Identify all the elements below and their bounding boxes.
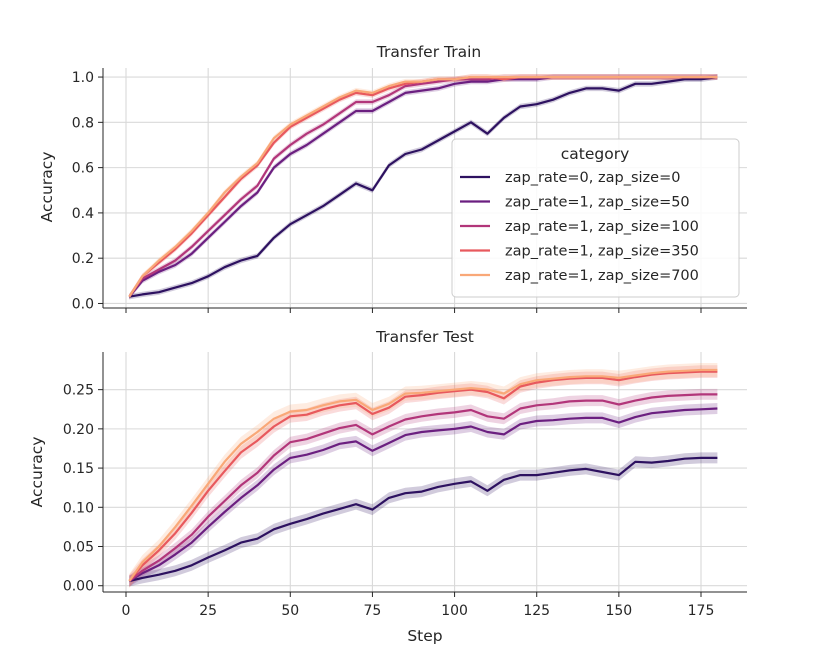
x-axis-label: Step: [407, 627, 442, 645]
series-line-3: [128, 393, 718, 582]
legend-label: zap_rate=1, zap_size=50: [505, 195, 690, 211]
legend-label: zap_rate=0, zap_size=0: [505, 170, 680, 186]
x-tick-label: 150: [605, 603, 632, 619]
legend: category zap_rate=0, zap_size=0 zap_rate=…: [451, 138, 740, 298]
series-band-2: [129, 403, 718, 587]
y-tick-label: 0.15: [63, 461, 94, 477]
series-band-4: [129, 365, 718, 588]
y-tick-label: 0.4: [72, 206, 94, 222]
y-tick-label: 0.00: [63, 579, 94, 595]
series-band-1: [129, 452, 718, 587]
legend-title: category: [561, 145, 630, 163]
series-line-4: [128, 370, 718, 582]
x-tick-label: 100: [441, 603, 468, 619]
legend-label: zap_rate=1, zap_size=350: [505, 244, 699, 260]
legend-box: [451, 138, 740, 298]
y-tick-label: 0.8: [72, 115, 94, 131]
series-line-2: [128, 407, 718, 582]
series-line-1: [129, 456, 718, 583]
y-tick-label: 1.0: [72, 70, 94, 86]
subplot-transfer-train: Transfer Train Accuracy 0.0 0.2 0.4 0.6 0.8 1…: [38, 43, 747, 313]
chart-title: Transfer Train: [376, 43, 481, 61]
y-axis-label: Accuracy: [38, 152, 56, 223]
y-tick-label: 0.2: [72, 251, 94, 267]
x-tick-label: 50: [281, 603, 299, 619]
series-line-1: [129, 76, 718, 298]
y-tick-label: 0.0: [72, 296, 94, 312]
y-tick-label: 0.20: [63, 422, 94, 438]
y-tick-label: 0.6: [72, 161, 94, 177]
subplot-transfer-test: Transfer Test Accuracy Step 0.00 0.05 0.10…: [28, 328, 747, 645]
x-tick-label: 125: [523, 603, 550, 619]
y-tick-label: 0.25: [63, 383, 94, 399]
y-tick-label: 0.10: [63, 500, 94, 516]
series-band-5: [129, 363, 718, 589]
y-tick-label: 0.05: [63, 540, 94, 556]
y-axis-label: Accuracy: [28, 437, 46, 508]
legend-label: zap_rate=1, zap_size=700: [505, 268, 699, 284]
chart-title: Transfer Test: [375, 328, 474, 346]
x-tick-label: 75: [364, 603, 382, 619]
legend-label: zap_rate=1, zap_size=100: [505, 219, 699, 235]
x-tick-label: 0: [122, 603, 131, 619]
x-tick-label: 175: [688, 603, 715, 619]
series-line-5: [128, 75, 718, 298]
series-line-5: [128, 368, 718, 582]
x-tick-label: 25: [199, 603, 217, 619]
